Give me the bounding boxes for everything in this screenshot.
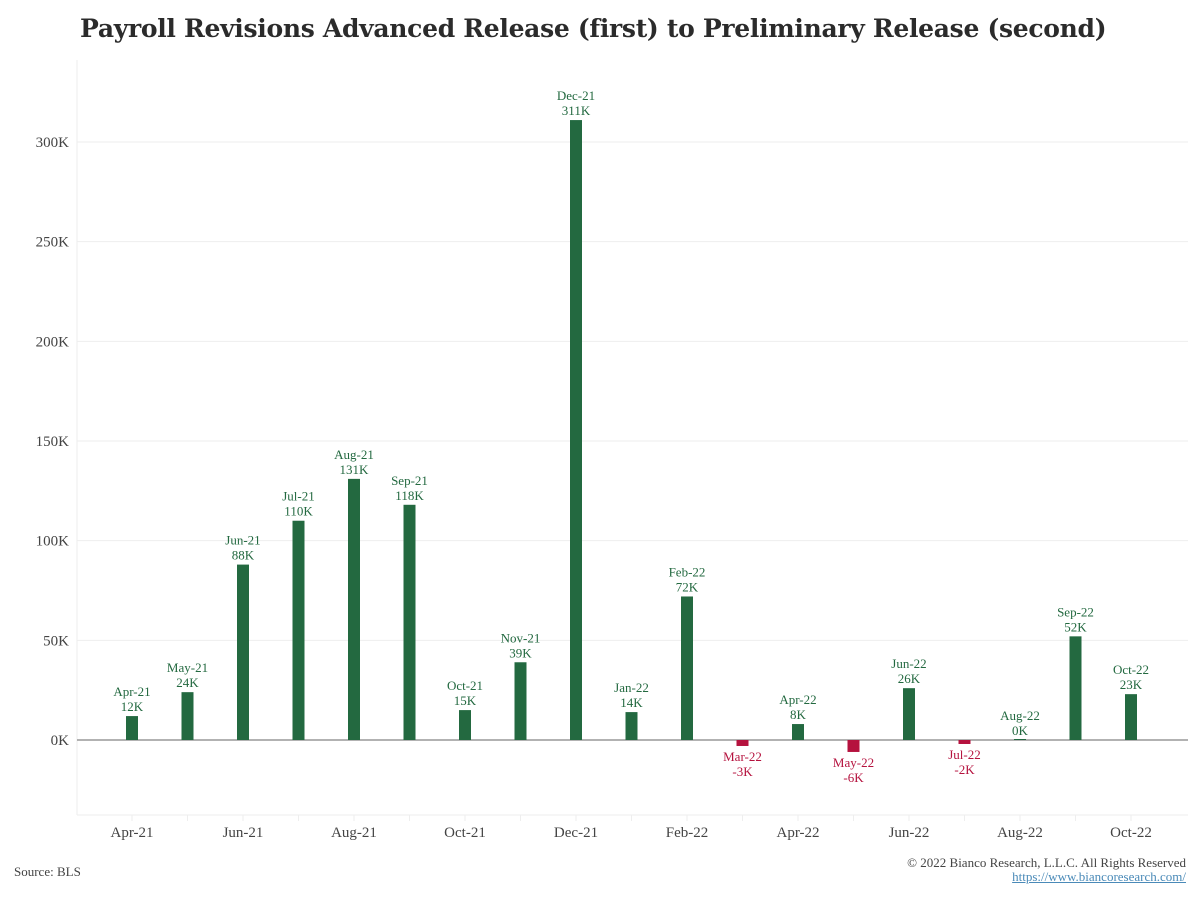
bar-value-label: 72K <box>676 579 699 594</box>
gridlines <box>77 141 1188 641</box>
x-tick-label: Jun-22 <box>889 825 930 841</box>
bar <box>1014 739 1026 740</box>
bar-category-label: May-21 <box>167 660 208 675</box>
bar <box>1125 694 1137 740</box>
x-tick-label: Aug-22 <box>997 825 1043 841</box>
bar <box>903 688 915 740</box>
bar-value-label: 12K <box>121 699 144 714</box>
x-tick-label: Dec-21 <box>554 825 598 841</box>
bar-category-label: Sep-21 <box>391 473 428 488</box>
bar <box>792 724 804 740</box>
x-tick-label: Apr-22 <box>776 825 819 841</box>
bar <box>514 662 527 740</box>
bar <box>681 596 693 740</box>
bar-value-label: 24K <box>176 675 199 690</box>
bar <box>958 740 971 744</box>
bar <box>625 712 638 740</box>
website-link[interactable]: https://www.biancoresearch.com/ <box>1012 869 1186 884</box>
bar-value-label: -2K <box>954 762 975 777</box>
bar <box>736 740 749 746</box>
bar-value-label: -6K <box>843 770 864 785</box>
bar-value-label: 131K <box>340 462 370 477</box>
y-tick-label: 150K <box>36 434 70 450</box>
bar-category-label: Aug-22 <box>1000 708 1040 723</box>
bar <box>181 692 194 740</box>
source-note: Source: BLS <box>14 864 81 879</box>
bar-category-label: Apr-21 <box>113 684 150 699</box>
bar-value-label: 110K <box>284 504 313 519</box>
bar-category-label: Sep-22 <box>1057 604 1094 619</box>
bar-category-label: Mar-22 <box>723 749 762 764</box>
bar-category-label: Jun-21 <box>225 533 260 548</box>
bar-category-label: Feb-22 <box>669 564 706 579</box>
bar <box>292 520 305 740</box>
copyright-block: © 2022 Bianco Research, L.L.C. All Right… <box>907 856 1186 884</box>
bar <box>237 564 249 740</box>
y-tick-label: 100K <box>36 534 70 550</box>
bar-value-label: 311K <box>562 103 591 118</box>
chart-title: Payroll Revisions Advanced Release (firs… <box>80 14 1107 43</box>
x-tick-label: Oct-22 <box>1110 825 1152 841</box>
x-tick-label: Oct-21 <box>444 825 486 841</box>
bar-category-label: Aug-21 <box>334 447 374 462</box>
y-tick-label: 0K <box>51 733 70 749</box>
bar-category-label: May-22 <box>833 755 874 770</box>
bar-category-label: Jul-21 <box>282 489 315 504</box>
bar <box>348 478 360 740</box>
bar-value-label: 39K <box>509 645 532 660</box>
bar-category-label: Jun-22 <box>891 656 926 671</box>
x-tick-label: Aug-21 <box>331 825 377 841</box>
bar <box>126 716 138 740</box>
axes: 0K 50K 100K 150K 200K 250K 300K Apr-21 Jun-21 Aug… <box>36 60 1188 841</box>
bar-category-label: Dec-21 <box>557 88 595 103</box>
y-tick-label: 250K <box>36 235 70 251</box>
y-tick-label: 50K <box>43 633 69 649</box>
x-tick-label: Apr-21 <box>110 825 153 841</box>
bar-value-label: 0K <box>1012 723 1029 738</box>
bar-value-label: 52K <box>1064 619 1087 634</box>
bar-value-label: 118K <box>395 488 424 503</box>
bar-category-label: Jan-22 <box>614 680 649 695</box>
bar <box>847 740 860 752</box>
bar-value-label: 88K <box>232 548 255 563</box>
bar-category-label: Apr-22 <box>779 692 816 707</box>
copyright-text: © 2022 Bianco Research, L.L.C. All Right… <box>907 855 1186 870</box>
x-tick-label: Feb-22 <box>666 825 709 841</box>
bar-category-label: Oct-21 <box>447 678 483 693</box>
bars <box>126 120 1137 752</box>
bar <box>1069 636 1082 740</box>
bar-value-label: 8K <box>790 707 807 722</box>
bar <box>403 504 416 740</box>
bar-value-label: 26K <box>898 671 921 686</box>
bar-value-label: 14K <box>620 695 643 710</box>
bar-value-label: 23K <box>1120 677 1143 692</box>
bar-category-label: Oct-22 <box>1113 662 1149 677</box>
bar-category-label: Jul-22 <box>948 747 981 762</box>
bar-value-label: 15K <box>454 693 477 708</box>
bar-category-label: Nov-21 <box>501 630 541 645</box>
y-tick-label: 200K <box>36 334 70 350</box>
bar-value-label: -3K <box>732 764 753 779</box>
y-tick-label: 300K <box>36 135 70 151</box>
bar <box>459 710 471 740</box>
x-tick-label: Jun-21 <box>223 825 264 841</box>
bar <box>570 120 582 740</box>
